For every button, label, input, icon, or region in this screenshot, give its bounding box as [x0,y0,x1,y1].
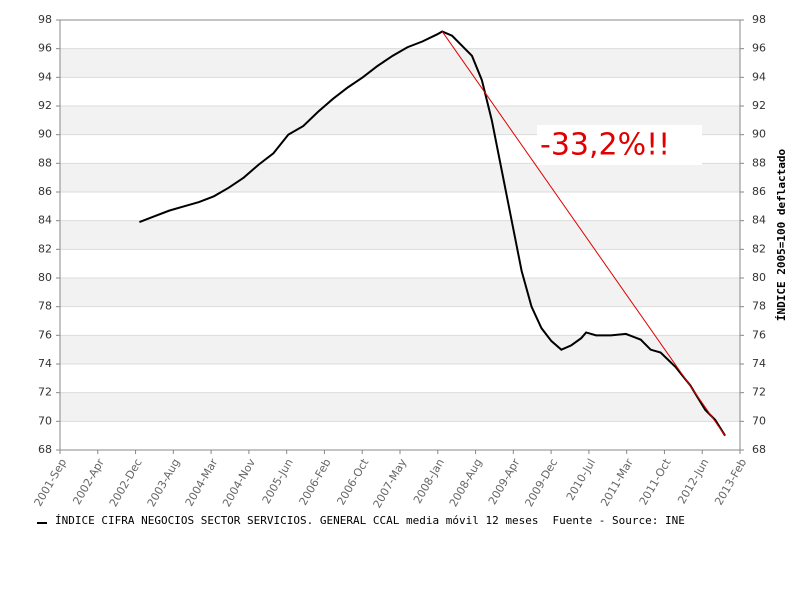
x-tick-label: 2008-Jan [411,456,447,505]
y2-tick-label: 68 [752,443,766,456]
grid-band [60,278,740,307]
x-tick-label: 2011-Mar [598,456,636,509]
x-tick-label: 2007-May [371,456,410,510]
y2-tick-label: 98 [752,13,766,26]
y-tick-label: 74 [38,357,52,370]
x-tick-label: 2013-Feb [712,456,749,507]
y2-tick-label: 96 [752,42,766,55]
y2-tick-label: 74 [752,357,766,370]
grid-band [60,220,740,250]
x-tick-label: 2011-Oct [637,456,674,508]
y2-tick-label: 92 [752,99,766,112]
y2-axis-label: ÍNDICE 2005=100 deflactado [775,149,788,322]
x-tick-label: 2004-Mar [183,456,221,509]
y2-tick-label: 90 [752,128,766,141]
y-tick-label: 96 [38,42,52,55]
y2-tick-label: 94 [752,70,766,83]
y2-tick-label: 72 [752,386,766,399]
legend-swatch [37,522,47,524]
y-tick-label: 70 [38,414,52,427]
grid-band [60,48,740,78]
y-tick-label: 98 [38,13,52,26]
y-tick-label: 72 [38,386,52,399]
x-tick-label: 2001-Sep [32,456,70,508]
y2-tick-label: 82 [752,242,766,255]
y2-tick-label: 84 [752,214,766,227]
x-tick-label: 2005-Jun [260,456,296,506]
y-tick-label: 80 [38,271,52,284]
x-tick-label: 2003-Aug [145,457,183,510]
y-tick-label: 86 [38,185,52,198]
x-tick-label: 2010-Jul [564,457,598,503]
legend-source: Fuente - Source: INE [552,514,684,527]
data-line [139,30,726,437]
y-tick-label: 84 [38,214,52,227]
y-tick-label: 82 [38,242,52,255]
x-tick-label: 2009-Apr [486,456,523,507]
x-tick-label: 2006-Feb [297,456,334,507]
y-tick-label: 94 [38,70,52,83]
x-tick-label: 2004-Nov [220,456,258,509]
trend-line [441,31,726,436]
x-tick-label: 2012-Jun [675,456,711,506]
grid-band [60,335,740,364]
y-tick-label: 92 [38,99,52,112]
legend-label: ÍNDICE CIFRA NEGOCIOS SECTOR SERVICIOS. … [55,514,685,527]
y-tick-label: 78 [38,300,52,313]
y-tick-label: 88 [38,156,52,169]
y2-tick-label: 86 [752,185,766,198]
y-tick-label: 90 [38,128,52,141]
y2-tick-label: 80 [752,271,766,284]
y2-tick-label: 78 [752,300,766,313]
x-tick-label: 2006-Oct [335,456,372,508]
annotation-box [537,125,702,165]
annotation: -33,2%!! [540,128,670,163]
x-tick-label: 2002-Apr [70,456,107,507]
y2-tick-label: 70 [752,414,766,427]
grid-band [60,392,740,422]
legend-name: ÍNDICE CIFRA NEGOCIOS SECTOR SERVICIOS. … [55,514,538,527]
y-tick-label: 68 [38,443,52,456]
y2-tick-label: 76 [752,328,766,341]
x-tick-label: 2009-Dec [522,457,560,510]
grid-band [60,163,740,192]
x-tick-label: 2002-Dec [107,457,145,510]
y-tick-label: 76 [38,328,52,341]
y2-tick-label: 88 [752,156,766,169]
x-tick-label: 2008-Aug [447,457,485,510]
